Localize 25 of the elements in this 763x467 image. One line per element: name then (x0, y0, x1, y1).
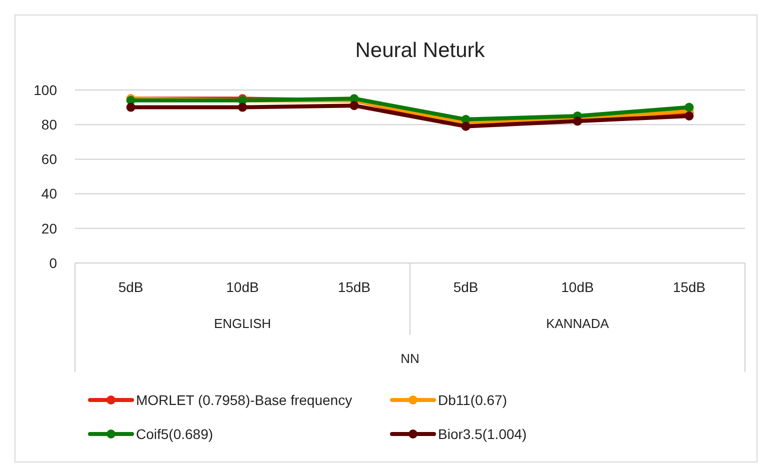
x-tick-label: 10dB (561, 279, 594, 295)
point (684, 111, 694, 120)
x-tick-label: 5dB (453, 279, 478, 295)
y-tick-label: 60 (41, 151, 58, 168)
point (126, 102, 136, 112)
y-tick-label: 20 (41, 220, 58, 236)
y-tick-label: 40 (41, 186, 58, 202)
point (350, 101, 359, 110)
legend-label: Coif5(0.689) (136, 426, 214, 442)
chart-title: Neural Neturk (355, 39, 486, 62)
y-tick-label: 0 (49, 254, 58, 271)
legend-label: Bior3.5(1.004) (438, 426, 527, 442)
text: KANNADA (546, 316, 610, 331)
legend-label: MORLET (0.7958)-Base frequency (136, 392, 352, 408)
point (684, 102, 694, 112)
legend-label: Db11(0.67) (438, 392, 508, 408)
point (238, 102, 247, 112)
x-tick-label: 15dB (338, 279, 371, 295)
y-tick-label: 100 (34, 82, 58, 98)
x-tick-label: 15dB (672, 279, 706, 295)
x-tick-label: 5dB (118, 279, 144, 295)
text: ENGLISH (214, 316, 272, 331)
y-tick-label: 80 (41, 116, 58, 132)
x-tick-label: 10dB (226, 279, 259, 295)
x-axis-title: NN (400, 351, 420, 366)
